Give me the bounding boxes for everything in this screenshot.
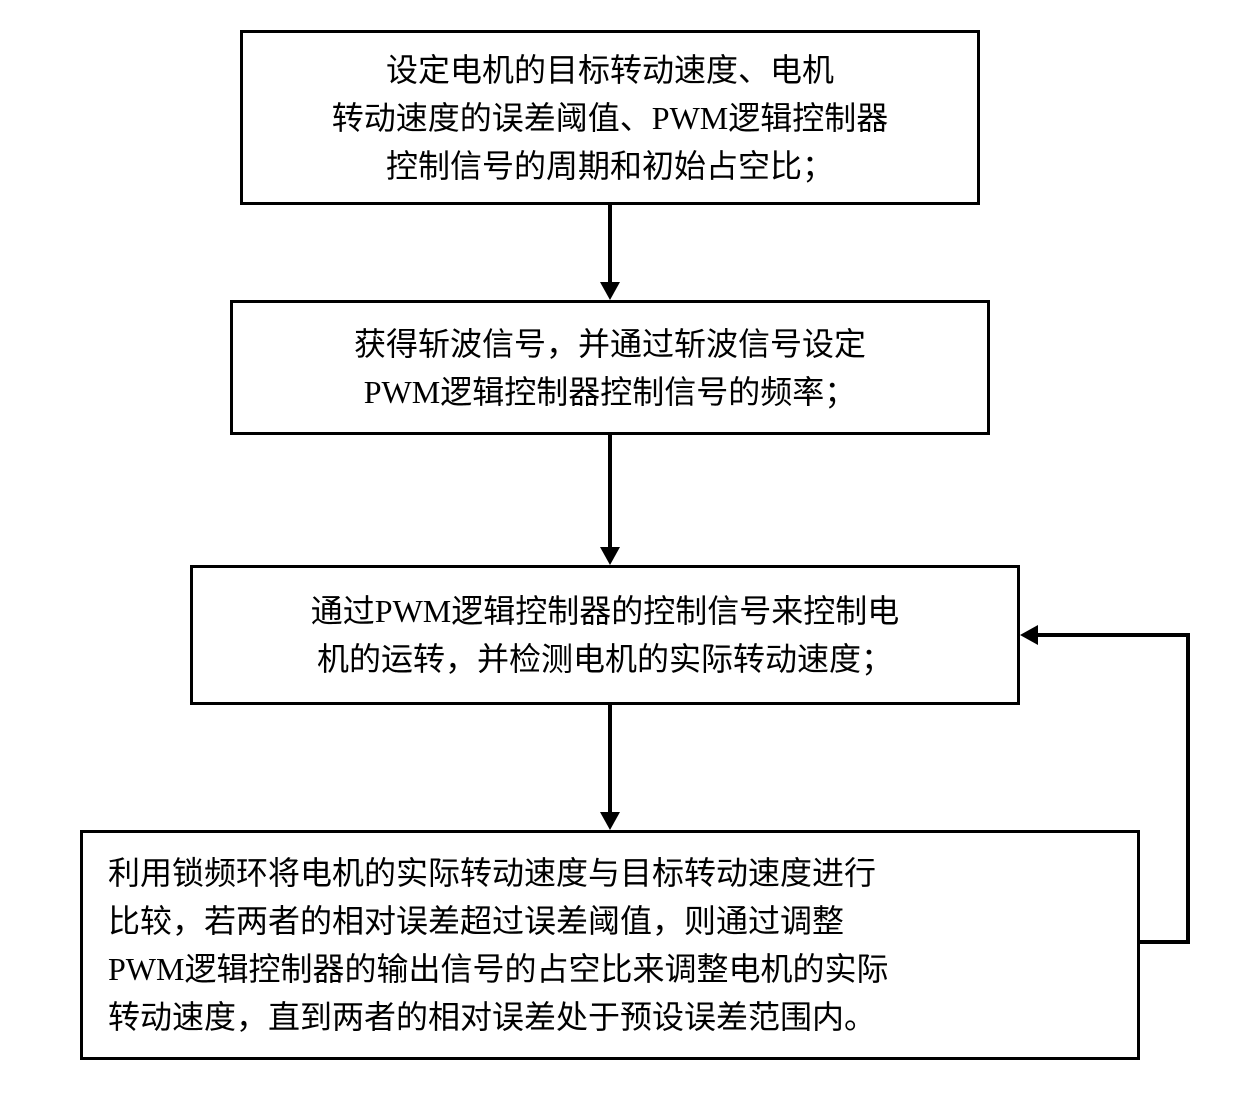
box-4-text: 利用锁频环将电机的实际转动速度与目标转动速度进行比较，若两者的相对误差超过误差阈…	[108, 849, 888, 1041]
arrow-2-to-3-line	[608, 435, 612, 547]
flowchart-container: 设定电机的目标转动速度、电机转动速度的误差阈值、PWM逻辑控制器控制信号的周期和…	[0, 0, 1240, 1120]
arrow-1-to-2-head	[600, 282, 620, 300]
flowchart-box-4: 利用锁频环将电机的实际转动速度与目标转动速度进行比较，若两者的相对误差超过误差阈…	[80, 830, 1140, 1060]
feedback-arrow-head	[1020, 625, 1038, 645]
arrow-1-to-2-line	[608, 205, 612, 282]
feedback-line-3	[1038, 633, 1188, 637]
arrow-2-to-3-head	[600, 547, 620, 565]
flowchart-box-1: 设定电机的目标转动速度、电机转动速度的误差阈值、PWM逻辑控制器控制信号的周期和…	[240, 30, 980, 205]
arrow-3-to-4-line	[608, 705, 612, 812]
flowchart-box-2: 获得斩波信号，并通过斩波信号设定PWM逻辑控制器控制信号的频率；	[230, 300, 990, 435]
feedback-line-2	[1186, 633, 1190, 944]
flowchart-box-3: 通过PWM逻辑控制器的控制信号来控制电机的运转，并检测电机的实际转动速度；	[190, 565, 1020, 705]
box-1-text: 设定电机的目标转动速度、电机转动速度的误差阈值、PWM逻辑控制器控制信号的周期和…	[332, 46, 888, 190]
box-2-text: 获得斩波信号，并通过斩波信号设定PWM逻辑控制器控制信号的频率；	[354, 320, 866, 416]
box-3-text: 通过PWM逻辑控制器的控制信号来控制电机的运转，并检测电机的实际转动速度；	[311, 587, 899, 683]
arrow-3-to-4-head	[600, 812, 620, 830]
feedback-line-1	[1140, 940, 1190, 944]
